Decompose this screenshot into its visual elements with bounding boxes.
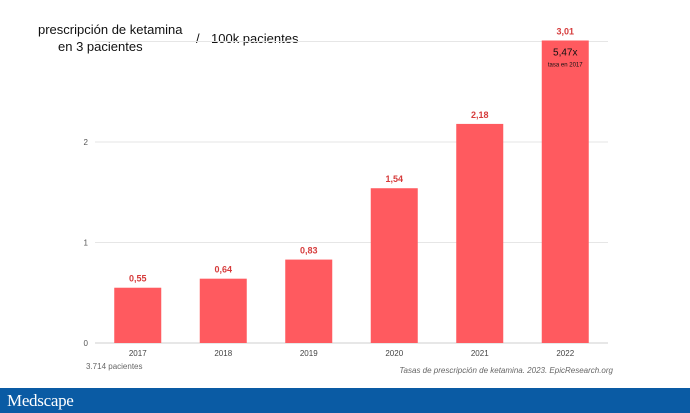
- chart-title-separator: /: [196, 31, 200, 46]
- bar-value-label: 0,64: [214, 265, 232, 275]
- chart-title-line1: prescripción de ketamina: [38, 22, 183, 37]
- annotation-subtext: tasa en 2017: [548, 62, 583, 68]
- y-tick-label: 2: [84, 138, 89, 147]
- bar: [285, 259, 333, 343]
- bar-value-label: 2,18: [471, 110, 489, 120]
- x-tick-label: 2018: [214, 349, 232, 358]
- brand-bar: Medscape: [0, 388, 690, 413]
- bar-value-label: 0,55: [129, 274, 147, 284]
- x-tick-label: 2021: [471, 349, 489, 358]
- x-tick-label: 2019: [300, 349, 318, 358]
- bar-value-label: 3,01: [556, 26, 574, 36]
- y-tick-label: 1: [84, 239, 89, 248]
- bar-value-label: 1,54: [385, 174, 403, 184]
- bar: [456, 123, 504, 343]
- y-tick-label: 0: [84, 339, 89, 348]
- medscape-logo: Medscape: [7, 391, 74, 410]
- bar-chart: 0 1 2 0,55 2017 0,64 2018 0,83 2019 1,54 2020 2,18 2…: [84, 26, 608, 358]
- x-tick-label: 2020: [385, 349, 403, 358]
- bar: [370, 188, 418, 343]
- bar: [199, 278, 247, 343]
- x-tick-label: 2017: [129, 349, 147, 358]
- source-note: Tasas de prescripción de ketamina. 2023.…: [399, 366, 613, 375]
- bar-value-label: 0,83: [300, 246, 318, 256]
- chart-title-line2: en 3 pacientes: [58, 39, 143, 54]
- bar: [114, 287, 162, 343]
- bar: [541, 40, 589, 344]
- x-tick-label: 2022: [556, 349, 574, 358]
- chart-title-unit: 100k pacientes: [211, 31, 299, 46]
- annotation-ratio: 5,47x: [553, 47, 577, 58]
- patient-count-note: 3.714 pacientes: [86, 362, 143, 371]
